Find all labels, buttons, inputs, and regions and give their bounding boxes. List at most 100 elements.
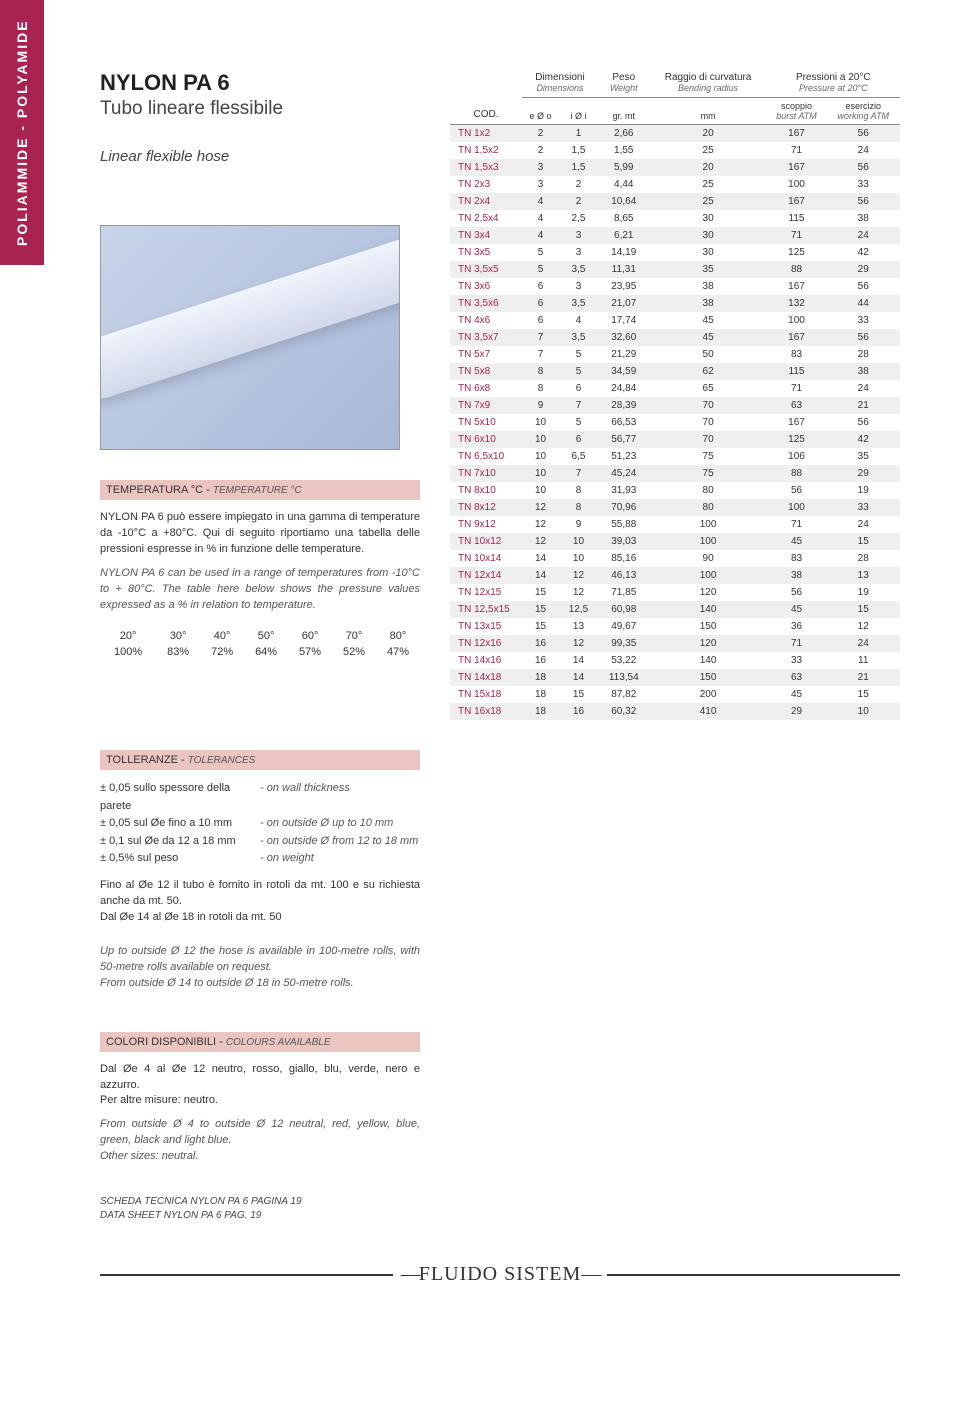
cell-value: 150: [650, 669, 767, 686]
table-row: TN 3x55314,193012542: [450, 244, 900, 261]
temp-col: 60°: [288, 628, 332, 644]
temp-col: 70°: [332, 628, 376, 644]
cell-value: 140: [650, 601, 767, 618]
temperature-text-it: NYLON PA 6 può essere impiegato in una g…: [100, 510, 420, 558]
temp-val: 72%: [200, 644, 244, 660]
cell-value: 100: [767, 176, 827, 193]
cell-value: 6,5: [559, 448, 598, 465]
main-data-table: COD. Dimensioni Dimensions Peso Weight R…: [450, 70, 900, 720]
temp-col: 20°: [100, 628, 156, 644]
cell-value: 15: [826, 686, 900, 703]
cell-value: 4: [559, 312, 598, 329]
cell-value: 24: [826, 516, 900, 533]
cell-value: 113,54: [598, 669, 650, 686]
cell-value: 30: [650, 244, 767, 261]
tolerance-en: - on outside Ø up to 10 mm: [260, 815, 393, 833]
cell-value: 16: [559, 703, 598, 720]
tolerance-it: ± 0,05 sul Øe fino a 10 mm: [100, 815, 260, 833]
col-peso-it: Peso: [612, 72, 635, 83]
cell-value: 30: [650, 210, 767, 227]
footer-logo: —FLUIDO SISTEM—: [401, 1263, 599, 1286]
cell-value: 15: [559, 686, 598, 703]
cell-cod: TN 3,5x6: [450, 295, 522, 312]
cell-value: 100: [767, 312, 827, 329]
cell-value: 140: [650, 652, 767, 669]
cell-value: 24: [826, 142, 900, 159]
cell-cod: TN 3,5x7: [450, 329, 522, 346]
temperature-table: 20°30°40°50°60°70°80° 100%83%72%64%57%52…: [100, 628, 420, 660]
cell-value: 24,84: [598, 380, 650, 397]
cell-value: 71: [767, 635, 827, 652]
cell-value: 19: [826, 482, 900, 499]
cell-cod: TN 12x16: [450, 635, 522, 652]
col-ii: i Ø i: [559, 98, 598, 125]
cell-value: 56: [767, 482, 827, 499]
col-radius: Raggio di curvatura Bending radius: [650, 70, 767, 98]
cell-value: 3,5: [559, 295, 598, 312]
cell-value: 4,44: [598, 176, 650, 193]
cell-value: 71,85: [598, 584, 650, 601]
cell-value: 125: [767, 431, 827, 448]
cell-cod: TN 8x10: [450, 482, 522, 499]
footer-logo-text: FLUIDO SISTEM: [419, 1263, 581, 1285]
col-peso-en: Weight: [602, 83, 646, 93]
cell-value: 80: [650, 482, 767, 499]
cell-value: 13: [559, 618, 598, 635]
cell-value: 15: [522, 584, 559, 601]
col-pressure: Pressioni a 20°C Pressure at 20°C: [767, 70, 900, 98]
table-row: TN 3,5x773,532,604516756: [450, 329, 900, 346]
cell-value: 8: [522, 380, 559, 397]
cell-value: 38: [650, 295, 767, 312]
cell-value: 14: [559, 669, 598, 686]
cell-value: 106: [767, 448, 827, 465]
temp-col: 30°: [156, 628, 200, 644]
footer-bar-left: [100, 1274, 393, 1276]
cell-value: 51,23: [598, 448, 650, 465]
cell-value: 21,07: [598, 295, 650, 312]
cell-value: 3,5: [559, 261, 598, 278]
cell-value: 3: [522, 176, 559, 193]
colors-head-en: COLOURS AVAILABLE: [226, 1037, 331, 1048]
cell-value: 20: [650, 125, 767, 143]
cell-value: 4: [522, 227, 559, 244]
temp-col: 40°: [200, 628, 244, 644]
cell-value: 6,21: [598, 227, 650, 244]
product-subtitle-it: Tubo lineare flessibile: [100, 98, 420, 120]
cell-value: 83: [767, 550, 827, 567]
cell-value: 75: [650, 465, 767, 482]
cell-value: 9: [559, 516, 598, 533]
cell-value: 90: [650, 550, 767, 567]
cell-value: 100: [650, 567, 767, 584]
cell-value: 167: [767, 329, 827, 346]
cell-value: 62: [650, 363, 767, 380]
cell-value: 25: [650, 176, 767, 193]
cell-value: 29: [826, 465, 900, 482]
tolerances-note-it: Fino al Øe 12 il tubo è fornito in rotol…: [100, 878, 420, 926]
tolerance-row: ± 0,1 sul Øe da 12 a 18 mm- on outside Ø…: [100, 833, 420, 851]
col-pres-en: Pressure at 20°C: [771, 83, 896, 93]
cell-value: 8,65: [598, 210, 650, 227]
cell-value: 63: [767, 669, 827, 686]
cell-value: 99,35: [598, 635, 650, 652]
col-eo: e Ø o: [522, 98, 559, 125]
cell-value: 18: [522, 669, 559, 686]
tolerance-en: - on wall thickness: [260, 780, 350, 815]
cell-value: 10: [522, 448, 559, 465]
cell-cod: TN 1,5x3: [450, 159, 522, 176]
cell-value: 50: [650, 346, 767, 363]
tolerance-row: ± 0,05 sul Øe fino a 10 mm- on outside Ø…: [100, 815, 420, 833]
cell-value: 53,22: [598, 652, 650, 669]
table-row: TN 10x12121039,031004515: [450, 533, 900, 550]
cell-value: 3: [559, 227, 598, 244]
cell-value: 31,93: [598, 482, 650, 499]
temp-col: 80°: [376, 628, 420, 644]
cell-value: 2,66: [598, 125, 650, 143]
cell-value: 83: [767, 346, 827, 363]
cell-value: 38: [826, 363, 900, 380]
cell-value: 8: [559, 499, 598, 516]
cell-cod: TN 4x6: [450, 312, 522, 329]
table-row: TN 3,5x663,521,073813244: [450, 295, 900, 312]
tolerance-row: ± 0,05 sullo spessore della parete- on w…: [100, 780, 420, 815]
cell-value: 2: [559, 176, 598, 193]
cell-value: 56: [767, 584, 827, 601]
